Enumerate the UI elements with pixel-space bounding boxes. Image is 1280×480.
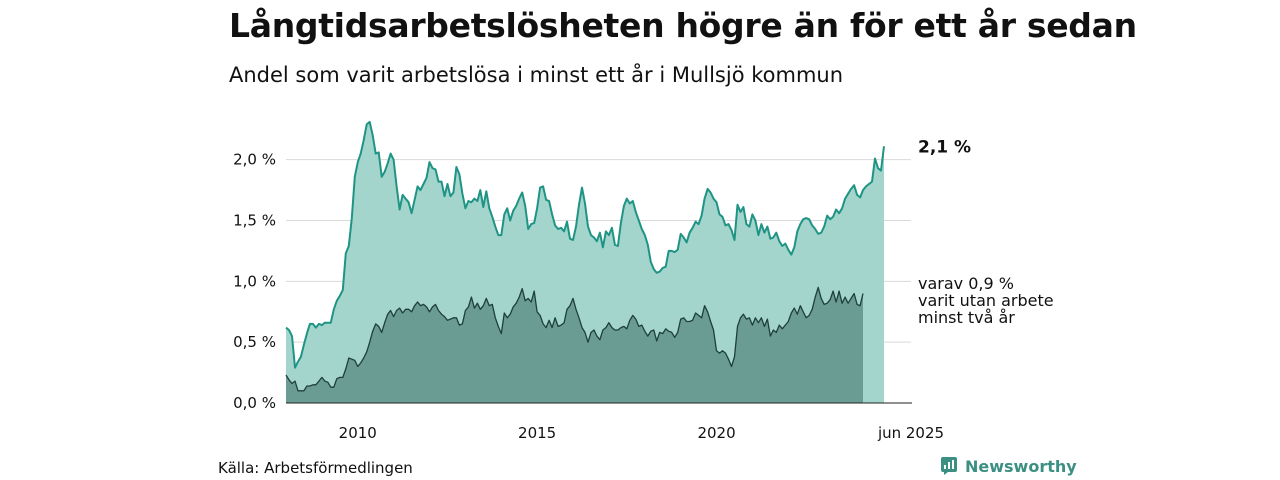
chart-lines xyxy=(285,120,885,392)
y-tick-label: 1,0 % xyxy=(233,272,276,290)
x-tick-label: jun 2025 xyxy=(877,424,944,442)
y-tick-label: 1,5 % xyxy=(233,212,276,230)
x-tick-label: 2015 xyxy=(518,424,556,442)
series-line-two_year xyxy=(285,286,864,392)
series-line-total xyxy=(285,120,885,369)
y-tick-label: 0,0 % xyxy=(233,394,276,412)
source-note: Källa: Arbetsförmedlingen xyxy=(218,459,413,477)
end-value-label: 2,1 % xyxy=(918,137,971,157)
x-axis-ticks: 2010 2015 2020 jun 2025 xyxy=(339,424,944,442)
x-tick-label: 2010 xyxy=(339,424,377,442)
brand-logo: Newsworthy xyxy=(939,456,1077,476)
chart-title: Långtidsarbetslösheten högre än för ett … xyxy=(229,6,1137,45)
y-tick-label: 0,5 % xyxy=(233,333,276,351)
chart-areas xyxy=(286,121,884,404)
newsworthy-logo-icon xyxy=(941,457,957,475)
y-axis-ticks: 0,0 % 0,5 % 1,0 % 1,5 % 2,0 % xyxy=(233,151,276,412)
brand-name: Newsworthy xyxy=(965,456,1077,476)
x-tick-label: 2020 xyxy=(697,424,735,442)
y-tick-label: 2,0 % xyxy=(233,151,276,169)
series-annotation-line: minst två år xyxy=(918,308,1015,327)
series-area-two_year xyxy=(286,287,863,403)
chart-subtitle: Andel som varit arbetslösa i minst ett å… xyxy=(229,63,844,87)
series-annotation-line: varit utan arbete xyxy=(918,291,1054,310)
series-annotation-line: varav 0,9 % xyxy=(918,274,1014,293)
